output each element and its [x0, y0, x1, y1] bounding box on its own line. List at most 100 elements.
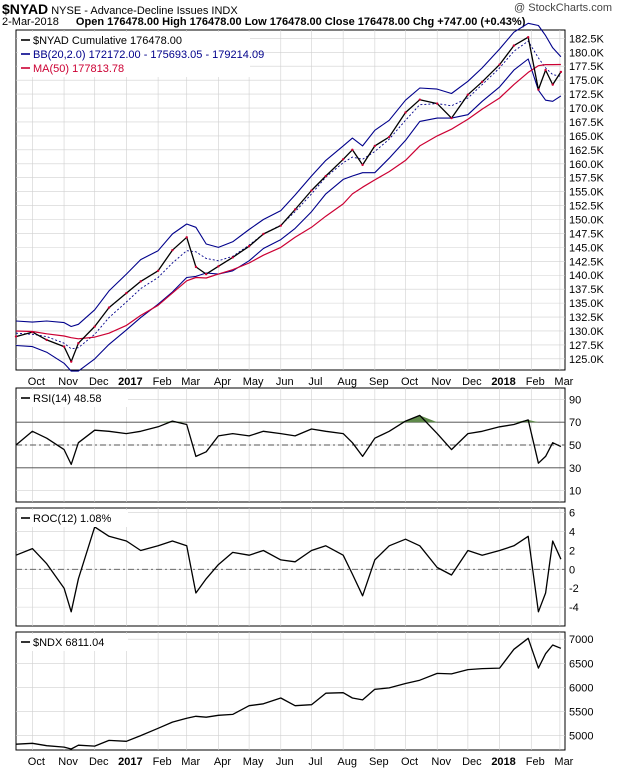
date-label: 2-Mar-2018 — [2, 16, 59, 28]
price-ytick-label: 175.0K — [569, 75, 605, 87]
price-point — [62, 345, 66, 348]
ndx-xtick-label: Mar — [181, 756, 200, 768]
price-point — [324, 174, 327, 178]
price-point — [77, 342, 80, 345]
rsi-legend-entry: RSI(14) 48.58 — [33, 393, 101, 405]
price-xtick-label: 2018 — [491, 376, 515, 388]
ma50-line — [15, 63, 561, 340]
ndx-xtick-label: 2018 — [491, 756, 515, 768]
price-point — [31, 330, 34, 334]
price-xtick-label: Dec — [462, 376, 482, 388]
price-point — [418, 98, 422, 101]
price-point — [310, 189, 313, 192]
ndx-xtick-label: Nov — [58, 756, 78, 768]
price-point — [537, 88, 540, 91]
price-xtick-label: Feb — [153, 376, 172, 388]
roc-panel-frame — [15, 507, 566, 627]
roc-line — [15, 526, 562, 613]
price-point — [450, 116, 453, 120]
price-ytick-label: 170.0K — [569, 103, 605, 115]
price-ytick-label: 172.5K — [569, 89, 605, 101]
ndx-ytick-label: 7000 — [569, 634, 593, 646]
price-ytick-label: 140.0K — [569, 270, 605, 282]
price-xtick-label: Nov — [431, 376, 451, 388]
price-ytick-label: 135.0K — [569, 298, 605, 310]
symbol-label: $NYAD — [2, 1, 49, 17]
ndx-xtick-label: Oct — [401, 756, 418, 768]
price-ytick-label: 177.5K — [569, 61, 605, 73]
price-ytick-label: 165.0K — [569, 131, 605, 143]
price-point — [107, 306, 111, 309]
ndx-ytick-label: 5500 — [569, 706, 593, 718]
price-ytick-label: 130.0K — [569, 326, 605, 338]
ndx-xtick-label: Feb — [153, 756, 172, 768]
price-point — [125, 291, 128, 295]
ndx-xtick-label: Feb — [526, 756, 545, 768]
symbol-name: NYSE - Advance-Decline Issues INDX — [51, 5, 238, 17]
price-point — [498, 63, 501, 66]
price-point — [14, 335, 18, 338]
rsi-ytick-label: 10 — [569, 486, 581, 498]
price-ytick-label: 142.5K — [569, 256, 605, 268]
ohlc-values: Open 176478.00 High 176478.00 Low 176478… — [75, 16, 526, 28]
chart-title-line: $NYAD NYSE - Advance-Decline Issues INDX — [2, 1, 238, 17]
rsi-ytick-label: 30 — [569, 463, 581, 475]
price-xtick-label: Oct — [28, 376, 45, 388]
price-point — [93, 325, 96, 328]
price-xtick-label: May — [243, 376, 264, 388]
price-ytick-label: 180.0K — [569, 47, 605, 59]
ndx-ytick-label: 5000 — [569, 731, 593, 743]
price-xtick-label: Mar — [554, 376, 573, 388]
ndx-xtick-label: 2017 — [118, 756, 142, 768]
price-ytick-label: 147.5K — [569, 228, 605, 240]
price-ytick-label: 182.5K — [569, 33, 605, 45]
roc-ytick-label: 2 — [569, 545, 575, 557]
price-point — [361, 163, 364, 167]
price-ytick-label: 145.0K — [569, 242, 605, 254]
roc-ytick-label: 4 — [569, 527, 575, 539]
price-point — [559, 70, 563, 74]
price-xtick-label: Mar — [181, 376, 200, 388]
roc-ytick-label: -4 — [569, 602, 579, 614]
price-point — [194, 265, 198, 269]
price-ytick-label: 125.0K — [569, 354, 605, 366]
ndx-legend-entry: $NDX 6811.04 — [33, 637, 104, 649]
price-point — [247, 245, 251, 248]
price-legend-entry: MA(50) 177813.78 — [33, 63, 124, 75]
price-point — [139, 280, 142, 283]
price-ytick-label: 132.5K — [569, 312, 605, 324]
rsi-ytick-label: 90 — [569, 394, 581, 406]
price-point — [351, 148, 354, 152]
price-xtick-label: 2017 — [118, 376, 142, 388]
bb-middle-line — [15, 40, 561, 350]
price-xtick-label: Feb — [526, 376, 545, 388]
ohlc-line: 2-Mar-2018 Open 176478.00 High 176478.00… — [2, 16, 525, 28]
rsi-line — [15, 414, 562, 466]
bb-upper-line — [15, 22, 562, 328]
price-point — [466, 93, 470, 96]
price-ytick-label: 162.5K — [569, 145, 605, 157]
roc-legend-entry: ROC(12) 1.08% — [33, 513, 111, 525]
ndx-ytick-label: 6500 — [569, 658, 593, 670]
price-xtick-label: Jun — [276, 376, 294, 388]
price-legend-entry: $NYAD Cumulative 176478.00 — [33, 35, 182, 47]
price-point — [204, 272, 208, 276]
price-point — [279, 224, 282, 227]
price-point — [231, 256, 234, 259]
price-point — [544, 68, 547, 72]
ndx-xtick-label: Dec — [462, 756, 482, 768]
ndx-xtick-label: Mar — [554, 756, 573, 768]
price-panel-frame — [15, 29, 566, 371]
price-point — [70, 360, 73, 363]
price-point — [373, 144, 377, 148]
price-ytick-label: 127.5K — [569, 340, 605, 352]
ndx-legend-bg — [18, 634, 128, 651]
roc-ytick-label: 6 — [569, 508, 575, 520]
rsi-overbought-fill — [16, 415, 561, 423]
ndx-line — [15, 637, 562, 750]
price-point — [480, 80, 484, 84]
price-point — [526, 36, 530, 39]
rsi-legend-bg — [18, 390, 128, 407]
bb-lower-line — [15, 58, 562, 372]
